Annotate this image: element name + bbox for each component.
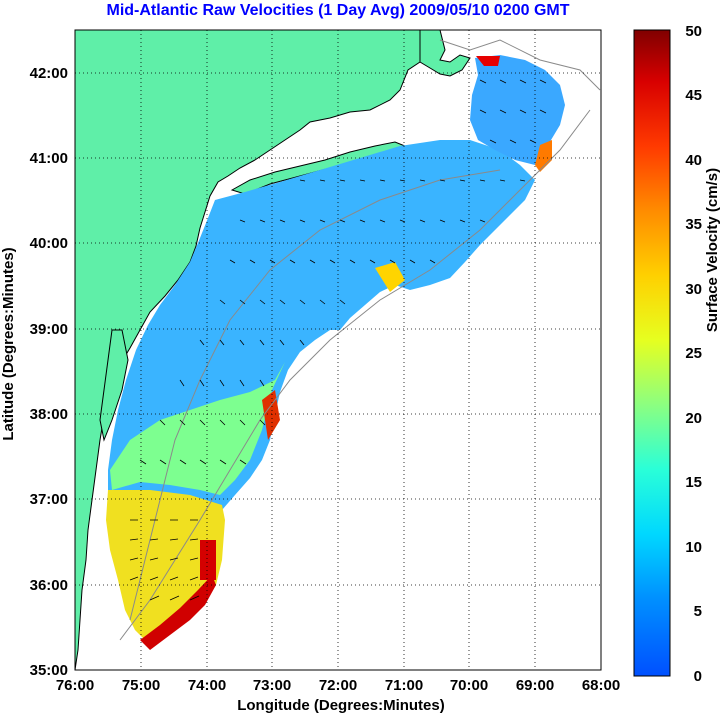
- colorbar-tick-label: 10: [685, 539, 702, 556]
- land-cape-cod: [419, 30, 471, 77]
- map-plot-area: [75, 30, 601, 670]
- y-tick-label: 38:00: [30, 406, 68, 423]
- colorbar-ticks: 50 45 40 35 30 25 20 15 10 5 0: [685, 23, 702, 685]
- x-tick-label: 74:00: [188, 677, 226, 694]
- x-tick-label: 69:00: [516, 677, 554, 694]
- x-tick-label: 76:00: [56, 677, 94, 694]
- colorbar-tick-label: 40: [685, 152, 702, 169]
- velocity-red-mid: [200, 540, 216, 580]
- velocity-mid-band: [110, 362, 285, 495]
- y-tick-label: 41:00: [30, 150, 68, 167]
- velocity-high-east: [535, 140, 552, 172]
- colorbar: 50 45 40 35 30 25 20 15 10 5 0 Surface V…: [633, 23, 721, 685]
- y-tick-label: 42:00: [30, 65, 68, 82]
- y-axis-title: Latitude (Degrees:Minutes): [0, 247, 17, 440]
- x-axis-title: Longitude (Degrees:Minutes): [237, 697, 445, 714]
- colorbar-label: Surface Velocity (cm/s): [704, 168, 721, 332]
- x-tick-label: 75:00: [122, 677, 160, 694]
- y-tick-label: 39:00: [30, 321, 68, 338]
- velocity-arrows: [129, 79, 547, 601]
- colorbar-tick-label: 25: [685, 345, 702, 362]
- velocity-field: [106, 55, 565, 650]
- x-tick-label: 72:00: [319, 677, 357, 694]
- colorbar-tick-label: 35: [685, 216, 702, 233]
- y-tick-label: 37:00: [30, 491, 68, 508]
- colorbar-tick-label: 15: [685, 474, 702, 491]
- velocity-red-hatteras: [140, 575, 216, 650]
- colorbar-tick-label: 50: [685, 23, 702, 40]
- y-tick-label: 40:00: [30, 235, 68, 252]
- colorbar-tick-label: 45: [685, 87, 702, 104]
- velocity-yellow-offshore: [375, 262, 405, 292]
- x-tick-label: 68:00: [582, 677, 620, 694]
- colorbar-tick-label: 5: [694, 603, 702, 620]
- colorbar-gradient: [633, 29, 671, 677]
- colorbar-tick-label: 0: [694, 668, 702, 685]
- x-tick-label: 71:00: [385, 677, 423, 694]
- contour-shelf-break: [119, 109, 591, 641]
- grid-lines: [75, 30, 601, 670]
- x-tick-label: 70:00: [450, 677, 488, 694]
- y-axis-ticks: 42:00 41:00 40:00 39:00 38:00 37:00 36:0…: [30, 65, 68, 679]
- plot-frame: [74, 29, 602, 671]
- velocity-high-north: [476, 56, 500, 66]
- colorbar-tick-label: 20: [685, 410, 702, 427]
- velocity-red-offshore: [262, 390, 280, 440]
- y-tick-label: 36:00: [30, 577, 68, 594]
- x-tick-label: 73:00: [253, 677, 291, 694]
- y-tick-label: 35:00: [30, 662, 68, 679]
- land-mainland: [75, 30, 421, 670]
- land-long-island: [230, 141, 407, 195]
- velocity-coverage-north: [470, 55, 565, 165]
- chart-title: Mid-Atlantic Raw Velocities (1 Day Avg) …: [107, 2, 570, 19]
- colorbar-tick-label: 30: [685, 281, 702, 298]
- land-delmarva: [99, 329, 129, 442]
- x-axis-ticks: 76:00 75:00 74:00 73:00 72:00 71:00 70:0…: [56, 677, 620, 694]
